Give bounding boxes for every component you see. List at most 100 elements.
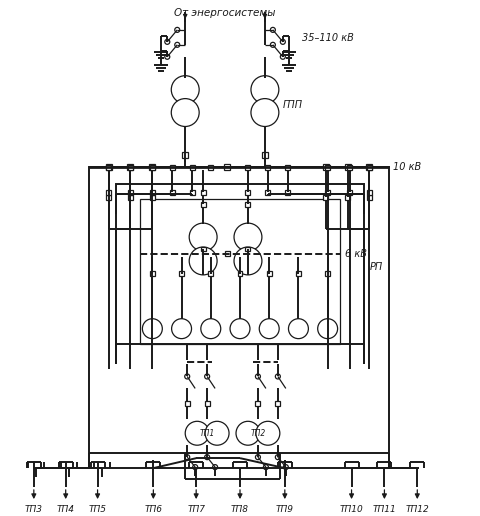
Bar	[325, 190, 330, 195]
Bar	[190, 190, 195, 195]
Bar	[208, 271, 213, 277]
Bar	[128, 165, 133, 170]
Text: 35–110 кВ: 35–110 кВ	[302, 33, 354, 43]
Text: 10 кВ: 10 кВ	[394, 163, 421, 172]
Circle shape	[172, 319, 192, 338]
Text: От энергосистемы: От энергосистемы	[174, 8, 276, 18]
Bar	[150, 165, 155, 170]
Circle shape	[185, 455, 190, 460]
Bar	[141, 199, 339, 344]
Bar	[255, 401, 261, 406]
Bar	[347, 165, 352, 170]
Bar	[208, 165, 213, 170]
Circle shape	[192, 464, 198, 470]
Circle shape	[230, 319, 250, 338]
Bar	[367, 164, 372, 170]
Text: ТП6: ТП6	[144, 505, 162, 514]
Circle shape	[204, 455, 210, 460]
Bar	[150, 271, 155, 277]
Circle shape	[264, 464, 268, 470]
Circle shape	[270, 42, 276, 47]
Circle shape	[213, 464, 217, 470]
Circle shape	[201, 319, 221, 338]
Bar	[285, 190, 290, 195]
Bar	[116, 184, 364, 344]
Bar	[170, 190, 175, 195]
Circle shape	[234, 247, 262, 275]
Circle shape	[318, 319, 337, 338]
Text: ТП4: ТП4	[57, 505, 75, 514]
Bar	[238, 271, 242, 277]
Bar	[285, 165, 290, 170]
Circle shape	[236, 421, 260, 445]
Bar	[345, 164, 350, 170]
Bar	[149, 164, 156, 170]
Circle shape	[171, 76, 199, 104]
Bar	[347, 190, 352, 195]
Bar	[106, 164, 111, 170]
Text: ТП12: ТП12	[406, 505, 429, 514]
Text: ТП9: ТП9	[276, 505, 294, 514]
Bar	[367, 195, 372, 200]
Bar	[150, 195, 155, 200]
Bar	[325, 271, 330, 277]
Bar	[367, 165, 372, 170]
Bar	[182, 152, 188, 158]
Bar	[245, 165, 251, 170]
Circle shape	[255, 455, 261, 460]
Bar	[106, 195, 111, 200]
Bar	[150, 190, 155, 195]
Text: ТП11: ТП11	[372, 505, 396, 514]
Bar	[128, 195, 133, 200]
Text: ТП8: ТП8	[231, 505, 249, 514]
Circle shape	[204, 374, 210, 379]
Bar	[170, 165, 175, 170]
Bar	[201, 190, 205, 195]
Circle shape	[165, 39, 170, 44]
Bar	[245, 247, 251, 251]
Text: ТП7: ТП7	[187, 505, 205, 514]
Bar	[201, 247, 205, 251]
Bar	[106, 165, 111, 170]
Text: ТП10: ТП10	[340, 505, 363, 514]
Text: РП: РП	[370, 262, 383, 272]
Circle shape	[276, 374, 280, 379]
Circle shape	[234, 223, 262, 251]
Bar	[128, 164, 133, 170]
Bar	[89, 167, 389, 453]
Circle shape	[205, 421, 229, 445]
Bar	[128, 190, 133, 195]
Bar	[325, 165, 330, 170]
Circle shape	[189, 223, 217, 251]
Bar	[225, 251, 229, 256]
Bar	[224, 164, 230, 170]
Circle shape	[270, 27, 276, 33]
Bar	[262, 152, 268, 158]
Text: ТП3: ТП3	[25, 505, 43, 514]
Circle shape	[189, 247, 217, 275]
Circle shape	[165, 54, 170, 59]
Bar	[190, 165, 195, 170]
Circle shape	[256, 421, 280, 445]
Text: ТП2: ТП2	[250, 429, 265, 438]
Circle shape	[280, 39, 285, 44]
Bar	[323, 164, 329, 170]
Bar	[296, 271, 301, 277]
Circle shape	[276, 455, 280, 460]
Bar	[185, 401, 190, 406]
Bar	[106, 190, 111, 195]
Bar	[245, 202, 251, 207]
Bar	[367, 190, 372, 195]
Circle shape	[255, 374, 261, 379]
Circle shape	[185, 421, 209, 445]
Text: ТП5: ТП5	[89, 505, 107, 514]
Circle shape	[171, 99, 199, 126]
Circle shape	[175, 27, 180, 33]
Circle shape	[283, 464, 288, 470]
Bar	[345, 195, 350, 200]
Circle shape	[251, 76, 279, 104]
Bar	[245, 190, 251, 195]
Bar	[323, 195, 328, 200]
Circle shape	[280, 54, 285, 59]
Circle shape	[185, 374, 190, 379]
